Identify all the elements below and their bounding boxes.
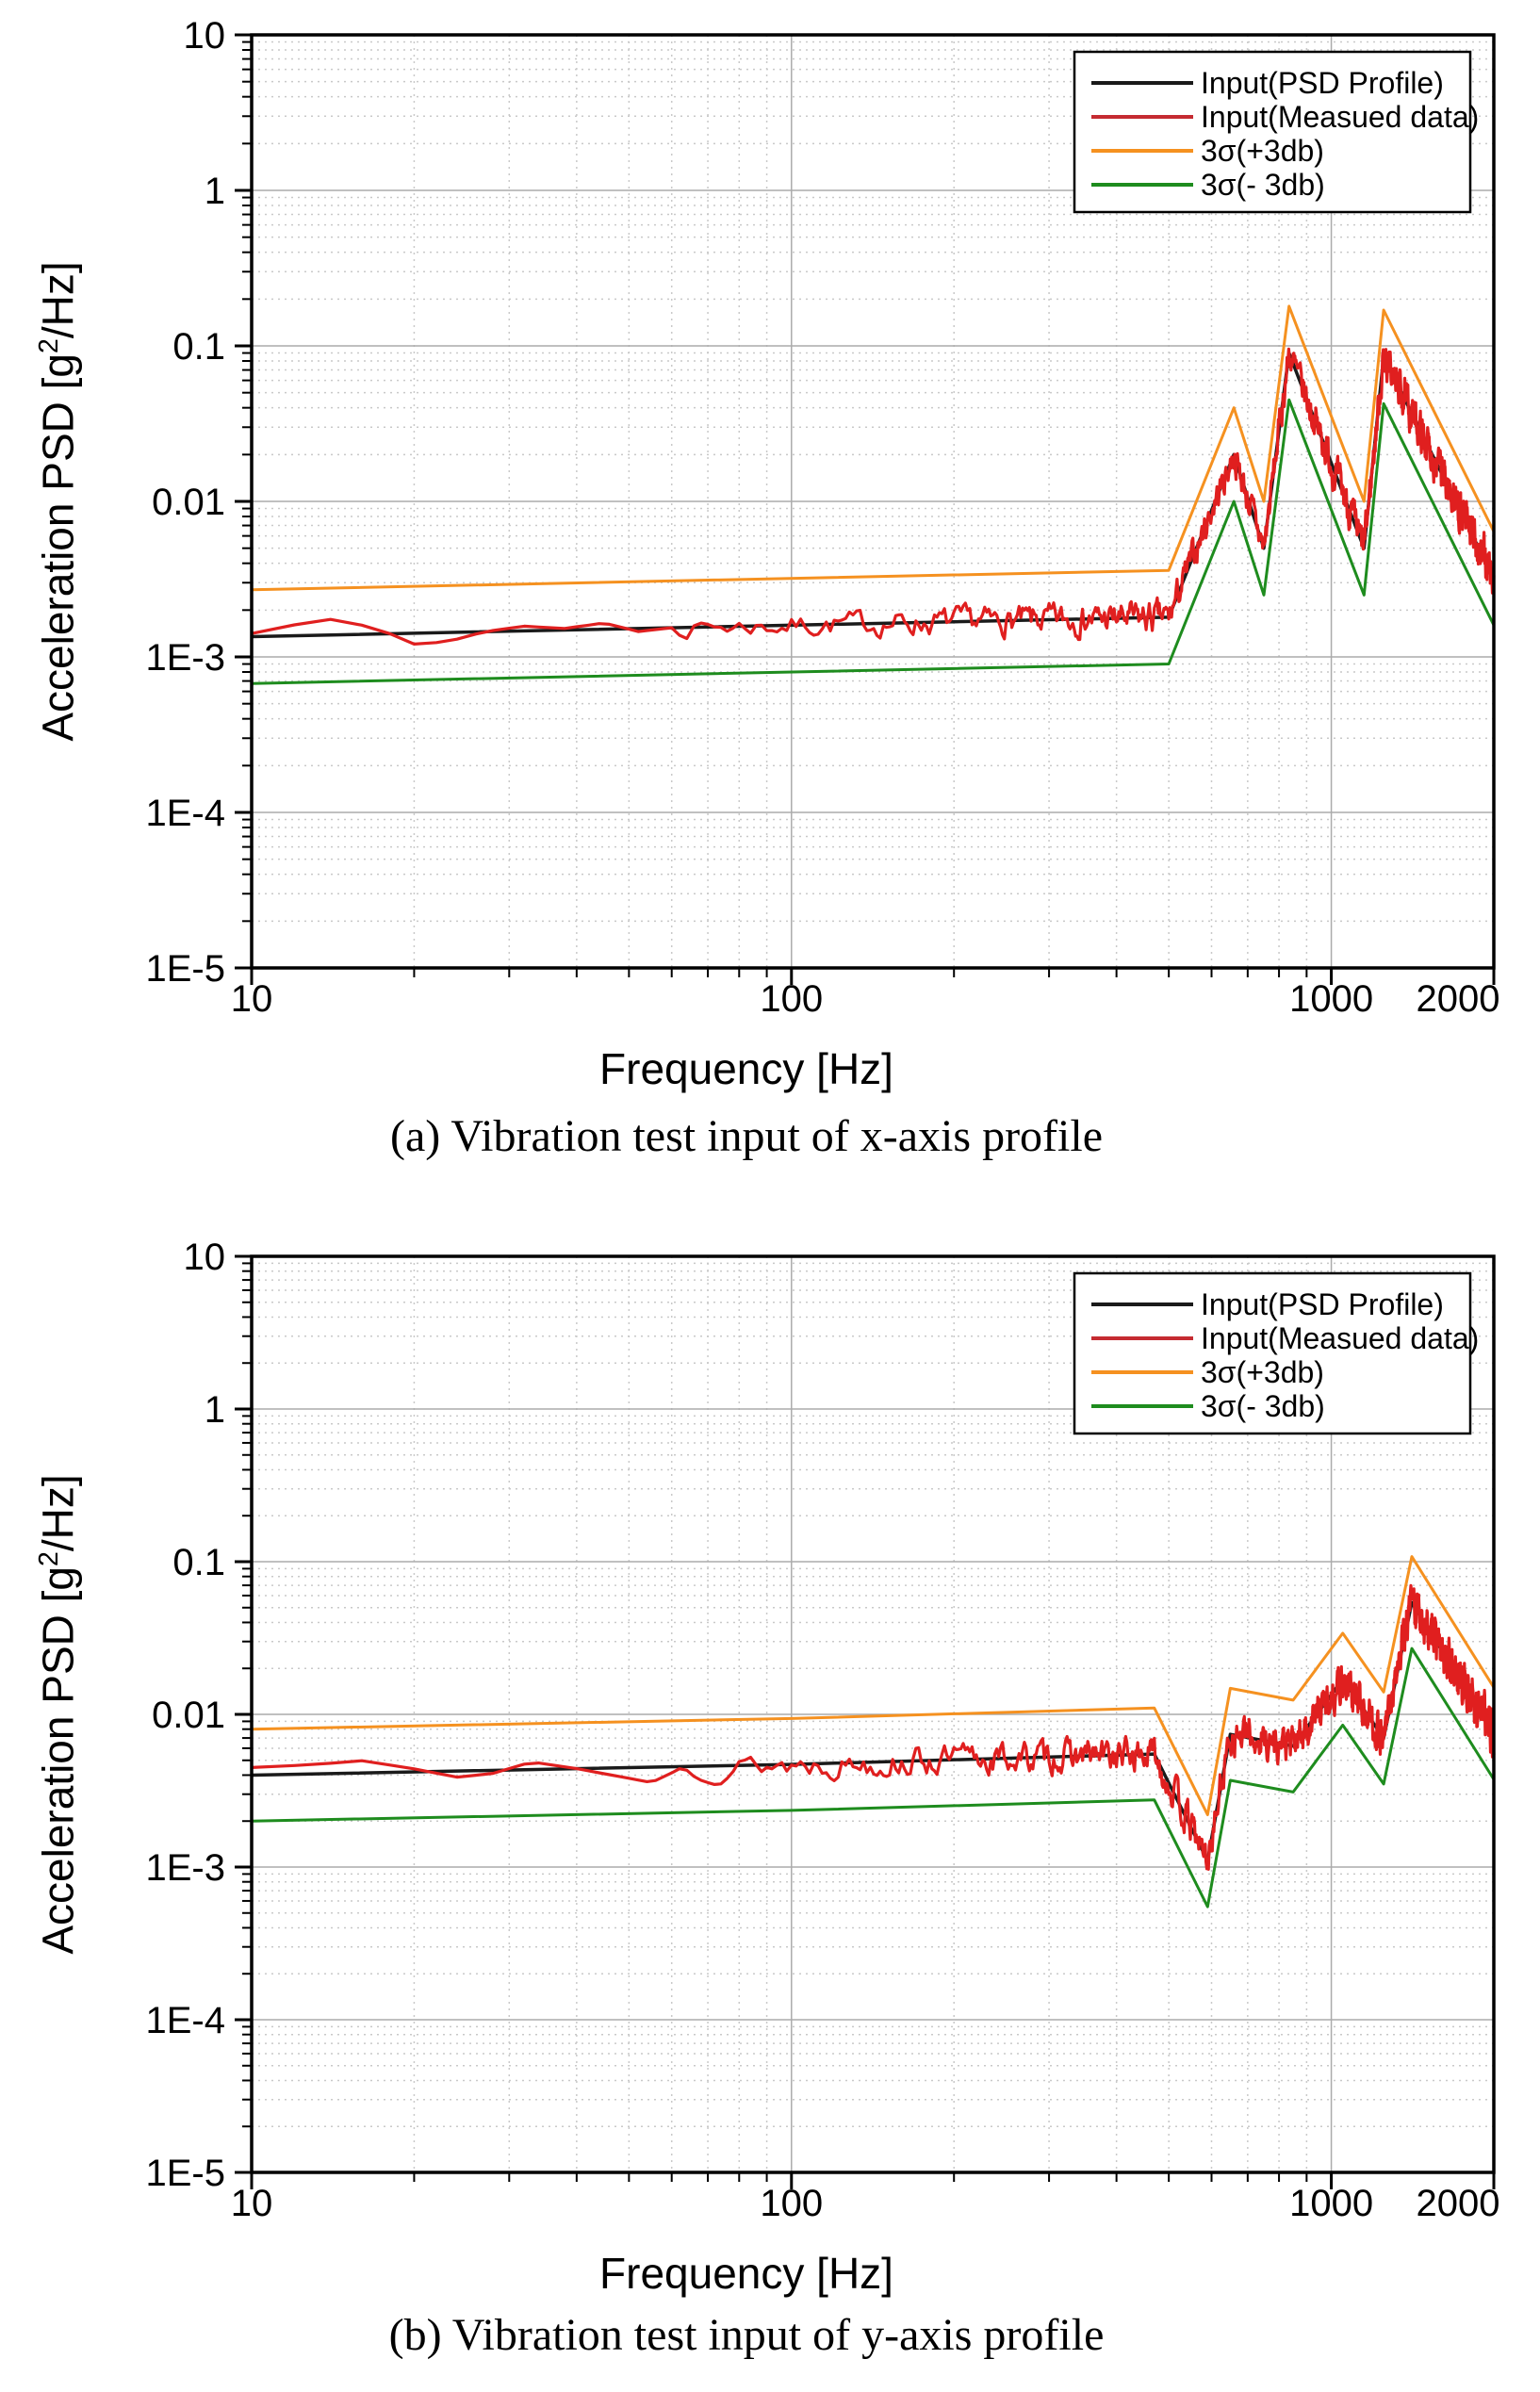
- x-tick-label-1000: 1000: [1289, 2183, 1373, 2224]
- series-measured: [251, 1583, 1496, 1871]
- series-minus3db: [251, 1647, 1496, 1909]
- y-tick-label-1E-5: 1E-5: [146, 2153, 226, 2194]
- y-tick-label-0.01: 0.01: [152, 1695, 225, 1736]
- figure-a-caption: (a) Vibration test input of x-axis profi…: [389, 1111, 1104, 1161]
- x-axis-title: Frequency [Hz]: [599, 2249, 893, 2298]
- series-minus3db: [251, 398, 1496, 685]
- legend-label-profile: Input(PSD Profile): [1201, 1287, 1444, 1321]
- figure-a: 10 100 1000 2000 10 1 0.1 0.01 1E-3 1E-4 1E-5 Frequ…: [20, 15, 1500, 1161]
- y-axis-title-units: /Hz]: [33, 261, 83, 339]
- y-tick-label-10: 10: [184, 15, 226, 57]
- legend-item-measured: Input(Measued data): [1091, 1321, 1479, 1355]
- y-tick-label-1E-3: 1E-3: [146, 1847, 226, 1889]
- grid-minor: [252, 1256, 1494, 2172]
- x-axis-title: Frequency [Hz]: [599, 1044, 893, 1093]
- y-tick-label-1E-5: 1E-5: [146, 948, 226, 990]
- x-tick-label-10: 10: [231, 978, 273, 1020]
- x-tick-label-10: 10: [231, 2183, 273, 2224]
- legend: Input(PSD Profile)Input(Measued data)3σ(…: [1073, 50, 1479, 214]
- legend-label-minus3db: 3σ(- 3db): [1201, 168, 1325, 202]
- x-tick-label-1000: 1000: [1289, 978, 1373, 1020]
- y-tick-label-0.1: 0.1: [172, 326, 225, 368]
- y-tick-label-0.01: 0.01: [152, 482, 225, 523]
- x-tick-label-2000: 2000: [1417, 978, 1500, 1020]
- y-axis-title-superscript: 2: [34, 1551, 64, 1566]
- legend-item-minus3db: 3σ(- 3db): [1091, 168, 1325, 202]
- y-tick-label-1E-3: 1E-3: [146, 637, 226, 679]
- legend-label-measured: Input(Measued data): [1201, 1321, 1479, 1355]
- y-tick-label-0.1: 0.1: [172, 1542, 225, 1583]
- grid-minor: [252, 35, 1494, 968]
- legend-item-measured: Input(Measued data): [1091, 100, 1479, 134]
- chart-a-y-axis-title: Acceleration PSD [g2/Hz]: [20, 35, 82, 968]
- figure-b: 10 100 1000 2000 10 1 0.1 0.01 1E-3 1E-4 1E-5 Frequ…: [0, 1221, 1540, 2392]
- legend-item-profile: Input(PSD Profile): [1091, 1287, 1444, 1321]
- series-plus3db: [251, 304, 1496, 592]
- y-axis-title-text: Acceleration PSD [g: [33, 353, 83, 742]
- series-plus3db: [251, 1555, 1496, 1816]
- legend-label-plus3db: 3σ(+3db): [1201, 1355, 1324, 1389]
- y-tick-label-1E-4: 1E-4: [146, 793, 226, 834]
- y-tick-label-1: 1: [205, 171, 225, 212]
- series-measured: [251, 347, 1496, 646]
- legend-label-profile: Input(PSD Profile): [1201, 66, 1444, 100]
- axis-ticks: [235, 33, 1496, 985]
- legend-item-plus3db: 3σ(+3db): [1091, 134, 1324, 168]
- x-tick-label-2000: 2000: [1417, 2183, 1500, 2224]
- axis-ticks: [235, 1254, 1496, 2189]
- legend-item-plus3db: 3σ(+3db): [1091, 1355, 1324, 1389]
- legend-label-minus3db: 3σ(- 3db): [1201, 1389, 1325, 1423]
- y-tick-label-10: 10: [184, 1237, 226, 1278]
- y-tick-label-1E-4: 1E-4: [146, 2000, 226, 2041]
- chart-a-plot: 10 100 1000 2000 10 1 0.1 0.01 1E-3 1E-4 1E-5 Frequ…: [146, 15, 1500, 1093]
- y-tick-label-1: 1: [205, 1389, 225, 1431]
- x-tick-label-100: 100: [760, 978, 823, 1020]
- legend-label-measured: Input(Measued data): [1201, 100, 1479, 134]
- legend: Input(PSD Profile)Input(Measued data)3σ(…: [1073, 1271, 1479, 1435]
- legend-item-profile: Input(PSD Profile): [1091, 66, 1444, 100]
- chart-b-plot: 10 100 1000 2000 10 1 0.1 0.01 1E-3 1E-4 1E-5 Frequ…: [146, 1237, 1500, 2298]
- legend-label-plus3db: 3σ(+3db): [1201, 134, 1324, 168]
- y-axis-title-text: Acceleration PSD [g: [33, 1566, 83, 1955]
- legend-item-minus3db: 3σ(- 3db): [1091, 1389, 1325, 1423]
- figure-b-caption: (b) Vibration test input of y-axis profi…: [388, 2310, 1105, 2360]
- y-axis-title-units: /Hz]: [33, 1474, 83, 1552]
- x-tick-label-100: 100: [760, 2183, 823, 2224]
- y-axis-title-superscript: 2: [34, 338, 64, 353]
- chart-b-y-axis-title: Acceleration PSD [g2/Hz]: [20, 1248, 82, 2181]
